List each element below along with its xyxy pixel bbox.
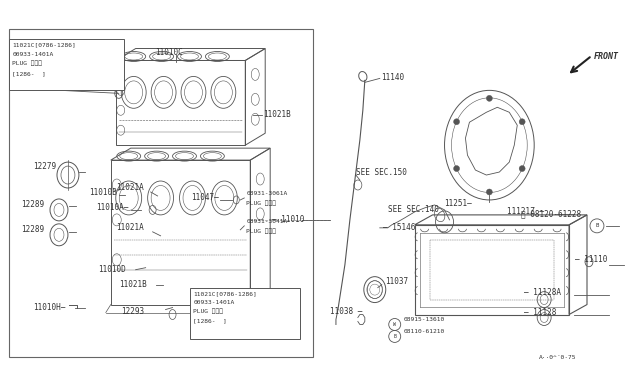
Text: A··0^´0·75: A··0^´0·75 bbox=[539, 355, 577, 360]
Text: ① 08120-61228: ① 08120-61228 bbox=[521, 209, 581, 218]
Text: 00933-1401A: 00933-1401A bbox=[193, 300, 235, 305]
Text: 11140: 11140 bbox=[381, 73, 404, 82]
Circle shape bbox=[454, 166, 460, 171]
Text: 08110-61210: 08110-61210 bbox=[404, 329, 445, 334]
Text: 11021C[0786-1286]: 11021C[0786-1286] bbox=[193, 291, 257, 296]
Text: [1286-  ]: [1286- ] bbox=[12, 71, 46, 76]
Text: 11047—: 11047— bbox=[191, 193, 220, 202]
Text: PLUG プラグ: PLUG プラグ bbox=[246, 200, 276, 206]
Text: 11010A—: 11010A— bbox=[96, 203, 128, 212]
Text: 00933-1401A: 00933-1401A bbox=[12, 52, 53, 57]
Text: — 15146: — 15146 bbox=[383, 223, 415, 232]
Text: 11038 —: 11038 — bbox=[330, 307, 362, 316]
Text: 11021A: 11021A bbox=[116, 183, 143, 192]
Text: 11121Z —: 11121Z — bbox=[508, 208, 544, 217]
Circle shape bbox=[454, 119, 460, 125]
Text: 11010H—: 11010H— bbox=[33, 303, 65, 312]
Text: 11021B: 11021B bbox=[263, 110, 291, 119]
Text: — 11128A: — 11128A bbox=[524, 288, 561, 297]
Text: — 11010: — 11010 bbox=[272, 215, 305, 224]
Text: 11037: 11037 bbox=[385, 277, 408, 286]
Circle shape bbox=[519, 119, 525, 125]
Text: B: B bbox=[394, 334, 396, 339]
Text: SEE SEC.150: SEE SEC.150 bbox=[356, 167, 407, 177]
Text: 12293: 12293 bbox=[121, 307, 144, 316]
Text: 08915-13610: 08915-13610 bbox=[404, 317, 445, 322]
Text: W: W bbox=[394, 322, 396, 327]
Text: 12289: 12289 bbox=[21, 225, 44, 234]
Text: FRONT: FRONT bbox=[594, 52, 619, 61]
Text: [1286-  ]: [1286- ] bbox=[193, 318, 227, 323]
FancyBboxPatch shape bbox=[9, 39, 124, 90]
Text: 11021A: 11021A bbox=[116, 223, 143, 232]
Text: B: B bbox=[595, 223, 598, 228]
FancyBboxPatch shape bbox=[191, 288, 300, 339]
Text: 12289: 12289 bbox=[21, 201, 44, 209]
Circle shape bbox=[519, 166, 525, 171]
Circle shape bbox=[486, 95, 492, 101]
Text: 08931-3041A: 08931-3041A bbox=[246, 219, 287, 224]
Text: 08931-3061A: 08931-3061A bbox=[246, 192, 287, 196]
Text: — 11110: — 11110 bbox=[575, 255, 607, 264]
Text: 11021C[0786-1286]: 11021C[0786-1286] bbox=[12, 42, 76, 47]
FancyBboxPatch shape bbox=[9, 29, 313, 357]
Text: PLUG プラグ: PLUG プラグ bbox=[12, 61, 42, 66]
Text: — 11128: — 11128 bbox=[524, 308, 557, 317]
Text: 11010D: 11010D bbox=[98, 265, 125, 274]
Text: 11010C: 11010C bbox=[156, 48, 184, 57]
Text: 11021B: 11021B bbox=[119, 280, 147, 289]
Text: 11010B: 11010B bbox=[89, 189, 116, 198]
Text: PLUG プラグ: PLUG プラグ bbox=[246, 228, 276, 234]
Circle shape bbox=[486, 189, 492, 195]
Text: 12279: 12279 bbox=[33, 161, 56, 171]
Text: PLUG プラグ: PLUG プラグ bbox=[193, 309, 223, 314]
Text: SEE SEC.140: SEE SEC.140 bbox=[388, 205, 438, 214]
Text: 11251—: 11251— bbox=[445, 199, 472, 208]
